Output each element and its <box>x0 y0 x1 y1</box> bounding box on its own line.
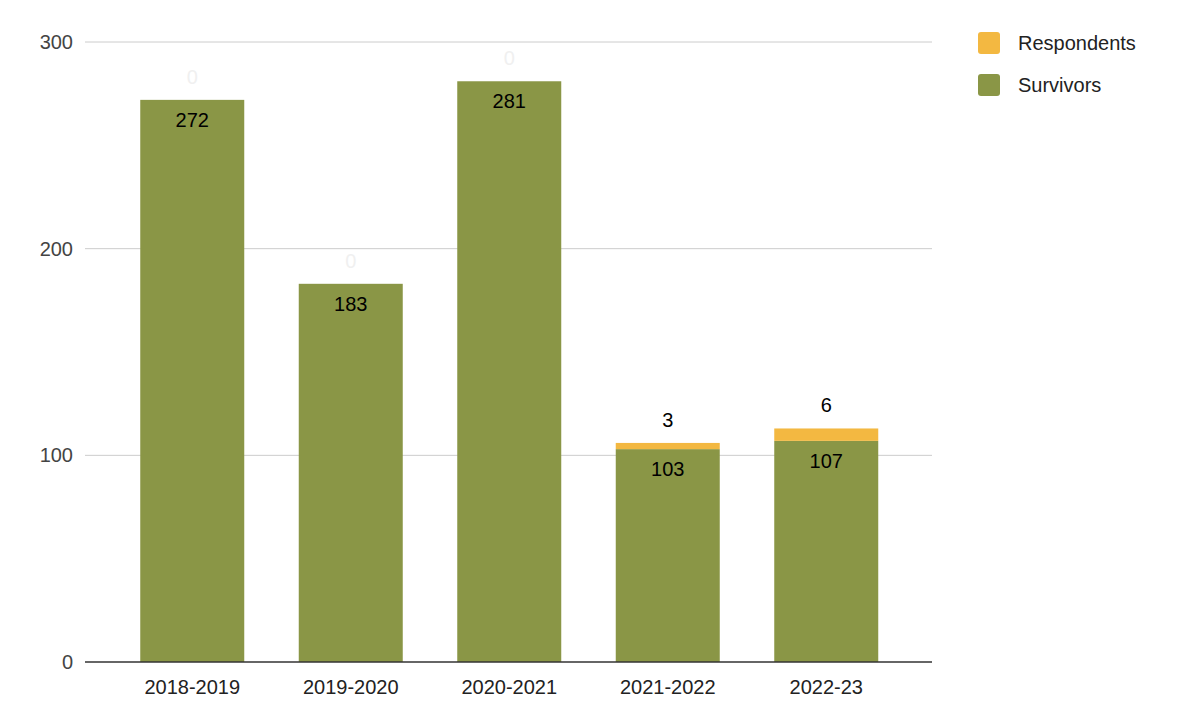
grid-line <box>85 42 932 43</box>
bar <box>774 441 878 662</box>
y-tick-label: 300 <box>40 31 73 53</box>
data-label: 281 <box>493 90 526 112</box>
y-tick-label: 0 <box>62 651 73 673</box>
bar <box>774 428 878 440</box>
y-tick-label: 100 <box>40 444 73 466</box>
x-tick-label: 2018-2019 <box>144 676 240 698</box>
bar <box>299 283 403 284</box>
bar <box>140 100 244 662</box>
x-tick-label: 2020-2021 <box>461 676 557 698</box>
bar <box>299 284 403 662</box>
legend-label: Respondents <box>1018 32 1136 54</box>
data-label: 0 <box>187 66 198 88</box>
data-labels: 272 0 183 0 281 0 103 3 107 6 <box>176 47 843 480</box>
data-label: 107 <box>810 450 843 472</box>
bar <box>457 81 561 82</box>
chart-container: 0 100 200 300 272 0 183 0 281 0 103 3 107 6 2018-2019 2… <box>0 0 1192 724</box>
data-label: 0 <box>504 47 515 69</box>
chart-svg: 0 100 200 300 272 0 183 0 281 0 103 3 107 6 2018-2019 2… <box>0 0 1192 724</box>
data-label: 183 <box>334 293 367 315</box>
bar <box>140 99 244 100</box>
data-label: 3 <box>662 409 673 431</box>
x-tick-label: 2022-23 <box>790 676 863 698</box>
bar <box>616 443 720 449</box>
data-label: 103 <box>651 458 684 480</box>
x-tick-label: 2021-2022 <box>620 676 716 698</box>
data-label: 6 <box>821 394 832 416</box>
legend-swatch <box>978 32 1000 54</box>
bar <box>616 449 720 662</box>
x-tick-label: 2019-2020 <box>303 676 399 698</box>
x-axis-line <box>85 661 932 663</box>
data-label: 0 <box>345 250 356 272</box>
y-tick-label: 200 <box>40 238 73 260</box>
legend-label: Survivors <box>1018 74 1101 96</box>
data-label: 272 <box>176 109 209 131</box>
bar <box>457 81 561 662</box>
legend-swatch <box>978 74 1000 96</box>
bars <box>140 81 878 662</box>
